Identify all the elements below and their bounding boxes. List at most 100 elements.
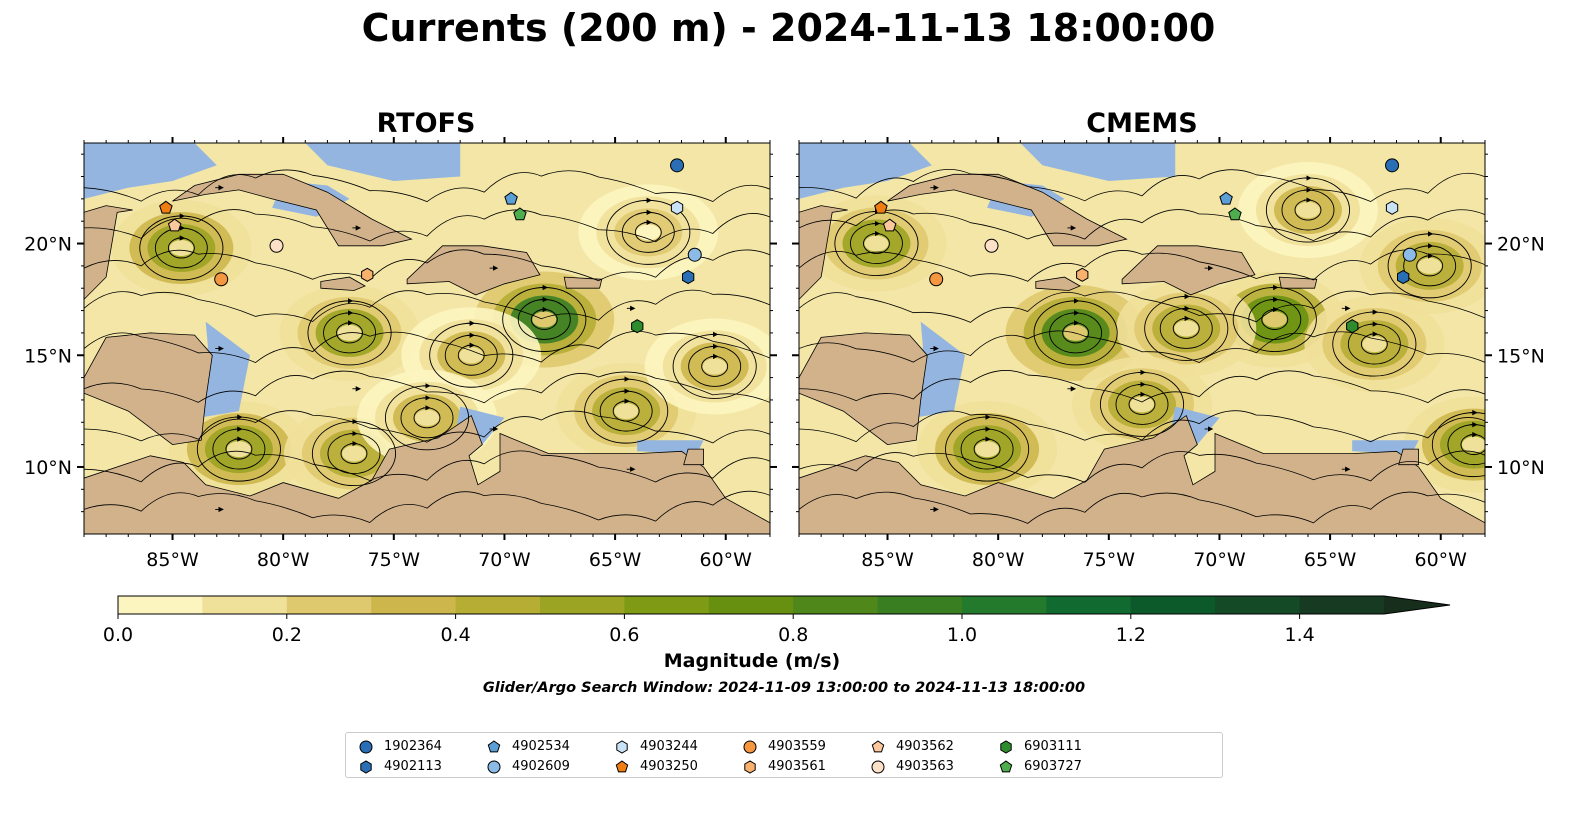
legend-label: 4902113 bbox=[384, 759, 442, 774]
x-tick-label: 65°W bbox=[589, 549, 642, 571]
streamline bbox=[1033, 300, 1118, 366]
streamline bbox=[84, 450, 770, 483]
streamline bbox=[1403, 245, 1457, 287]
speed-core bbox=[636, 224, 661, 241]
legend-marker-icon bbox=[999, 760, 1013, 773]
streamline bbox=[413, 407, 441, 429]
streamline bbox=[139, 215, 224, 281]
streamline bbox=[1115, 383, 1169, 425]
colorbar-segment bbox=[202, 596, 288, 614]
streamline bbox=[1159, 307, 1213, 349]
colorbar-segment bbox=[371, 596, 457, 614]
streamline bbox=[323, 312, 376, 354]
observation-marker bbox=[361, 267, 374, 282]
shallow-water bbox=[1020, 143, 1176, 181]
streamline bbox=[799, 249, 1485, 282]
observation-marker bbox=[513, 207, 527, 221]
speed-core bbox=[975, 441, 1000, 458]
colorbar-label: Magnitude (m/s) bbox=[664, 650, 841, 672]
y-tick-label: 10°N bbox=[24, 457, 72, 479]
panel-frame-cmems bbox=[798, 142, 1486, 535]
streamline bbox=[1387, 233, 1472, 299]
speed-core bbox=[1417, 257, 1442, 274]
legend-marker-icon bbox=[616, 740, 628, 754]
streamline bbox=[584, 378, 669, 444]
streamline bbox=[960, 428, 1014, 470]
legend-label: 6903111 bbox=[1024, 739, 1082, 754]
legend-marker-icon bbox=[615, 760, 629, 773]
streamline bbox=[799, 290, 1485, 323]
colorbar-tick-label: 1.0 bbox=[947, 624, 977, 646]
legend-marker-icon bbox=[360, 760, 372, 774]
shallow-water bbox=[84, 143, 217, 199]
legend-label: 4903244 bbox=[640, 739, 698, 754]
observation-marker bbox=[1346, 319, 1359, 334]
streamline bbox=[84, 289, 770, 322]
streamline bbox=[1347, 323, 1401, 365]
shallow-water bbox=[799, 143, 932, 199]
streamline bbox=[340, 443, 368, 465]
streamline bbox=[945, 416, 1030, 482]
observation-marker bbox=[631, 319, 644, 334]
streamlines-cmems bbox=[799, 168, 1485, 524]
streamline bbox=[1294, 199, 1322, 221]
streamline bbox=[84, 490, 770, 523]
legend-label: 4902534 bbox=[512, 739, 570, 754]
streamline bbox=[1144, 296, 1229, 361]
streamline bbox=[799, 168, 1485, 203]
streamline bbox=[612, 400, 640, 422]
streamline bbox=[1416, 255, 1444, 277]
legend-marker bbox=[871, 740, 885, 753]
legend-marker bbox=[359, 740, 373, 754]
streamline bbox=[701, 355, 729, 377]
streamline bbox=[530, 309, 558, 330]
streamline bbox=[973, 438, 1001, 460]
land-mass bbox=[84, 205, 133, 300]
streamline bbox=[1099, 372, 1185, 437]
observation-marker bbox=[159, 200, 173, 214]
streamline bbox=[834, 211, 919, 276]
legend-label: 4902609 bbox=[512, 759, 570, 774]
y-tick-label: 15°N bbox=[24, 345, 72, 367]
streamline bbox=[1062, 322, 1090, 344]
legend-marker-icon bbox=[743, 740, 757, 754]
legend-marker bbox=[487, 740, 501, 753]
colorbar-segments bbox=[117, 595, 1451, 615]
x-tick-label: 80°W bbox=[972, 549, 1025, 571]
observation-marker bbox=[1219, 191, 1233, 205]
land-mass bbox=[320, 276, 366, 291]
streamline bbox=[1281, 189, 1335, 231]
streamline bbox=[672, 334, 757, 399]
legend-marker-icon bbox=[871, 760, 885, 774]
colorbar-tick-label: 1.2 bbox=[1116, 624, 1146, 646]
streamline bbox=[311, 421, 397, 486]
panel-frame-rtofs bbox=[83, 142, 771, 535]
legend-marker-icon bbox=[1000, 740, 1012, 754]
legend-marker bbox=[360, 760, 372, 774]
search-window-text: Glider/Argo Search Window: 2024-11-09 13… bbox=[483, 680, 1085, 696]
land-mass bbox=[1035, 276, 1081, 291]
shallow-water bbox=[914, 321, 965, 418]
observation-marker bbox=[670, 200, 684, 215]
x-tick-label: 70°W bbox=[1193, 549, 1246, 571]
observation-marker bbox=[1385, 200, 1399, 215]
observation-marker bbox=[214, 272, 229, 287]
observation-marker bbox=[167, 218, 182, 232]
speed-core bbox=[702, 358, 727, 375]
map-panel-rtofs: 85°W 80°W 75°W 70°W 65°W 60°W 20°N 15°N 10°N bbox=[24, 137, 777, 571]
streamline bbox=[84, 410, 770, 444]
observation-marker bbox=[1228, 207, 1242, 221]
streamline bbox=[84, 249, 770, 282]
legend-marker bbox=[487, 760, 501, 774]
legend-marker-icon bbox=[871, 740, 885, 753]
colorbar-tick-label: 0.6 bbox=[609, 624, 639, 646]
streamline bbox=[429, 322, 514, 388]
legend-marker bbox=[871, 760, 885, 774]
streamline bbox=[1332, 311, 1417, 377]
x-tick-label: 75°W bbox=[1083, 549, 1136, 571]
y-tick-label: 20°N bbox=[1497, 234, 1545, 256]
streamline bbox=[799, 370, 1485, 404]
observation-marker bbox=[882, 218, 897, 232]
shallow-water bbox=[305, 143, 461, 181]
streamline bbox=[1049, 312, 1103, 354]
